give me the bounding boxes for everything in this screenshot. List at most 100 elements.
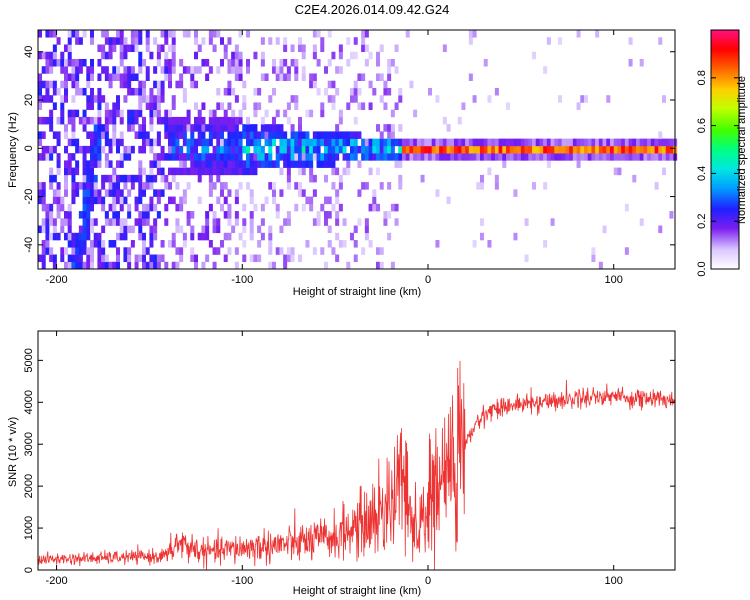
spectrogram-cell xyxy=(160,80,165,89)
spectrogram-cell xyxy=(97,116,102,125)
spectrogram-cell xyxy=(238,138,243,147)
spectrogram-cell xyxy=(123,37,128,45)
spectrogram-cell xyxy=(624,247,629,255)
spectrogram-cell xyxy=(491,153,496,161)
spectrogram-cell xyxy=(212,225,217,234)
spectrogram-cell xyxy=(290,44,295,53)
spectrogram-cell xyxy=(156,131,161,139)
spectrogram-cell xyxy=(71,58,76,67)
spectrogram-cell xyxy=(149,261,154,270)
spectrogram-cell xyxy=(227,102,232,110)
spectrogram-cell xyxy=(253,102,258,110)
spectrogram-cell xyxy=(145,37,150,45)
spectrogram-cell xyxy=(112,37,117,45)
spectrogram-cell xyxy=(264,131,269,139)
spectrogram-cell xyxy=(420,153,425,161)
spectrogram-cell xyxy=(175,153,180,161)
spectrogram-cell xyxy=(168,80,173,89)
spectrogram-cell xyxy=(90,131,95,139)
spectrogram-cell xyxy=(175,116,180,125)
spectrogram-cell xyxy=(327,145,332,154)
spectrogram-cell xyxy=(502,145,507,154)
spectrogram-cell xyxy=(75,167,80,176)
spectrogram-cell xyxy=(264,196,269,205)
spectrogram-cell xyxy=(64,87,69,96)
spectrogram-cell xyxy=(338,66,343,74)
spectrogram-cell xyxy=(123,254,128,263)
spectrogram-cell xyxy=(298,167,303,176)
spectrogram-cell xyxy=(75,73,80,81)
spectrogram-cell xyxy=(275,160,280,168)
spectrogram-cell xyxy=(90,189,95,197)
spectrogram-cell xyxy=(584,138,589,147)
spectrogram-cell xyxy=(350,153,355,161)
spectrogram-cell xyxy=(428,153,433,161)
spectrogram-cell xyxy=(67,225,72,234)
spectrogram-cell xyxy=(82,87,87,96)
spectrogram-cell xyxy=(591,247,596,255)
spectrogram-cell xyxy=(190,131,195,139)
spectrogram-cell xyxy=(138,225,143,234)
spectrogram-cell xyxy=(149,145,154,154)
spectrogram-cell xyxy=(387,211,392,219)
spectrogram-cell xyxy=(168,145,173,154)
spectrogram-cell xyxy=(75,261,80,270)
spectrogram-cell xyxy=(194,153,199,161)
spectrogram-cell xyxy=(116,218,121,226)
spectrogram-cell xyxy=(160,240,165,248)
snr-y-axis-label: SNR (10 * v/v) xyxy=(7,417,19,487)
spectrogram-cell xyxy=(90,225,95,234)
spectrogram-cell xyxy=(524,153,529,161)
spectrogram-cell xyxy=(283,153,288,161)
spectrogram-cell xyxy=(56,87,61,96)
spectrogram-cell xyxy=(153,189,158,197)
spectrogram-cell xyxy=(327,131,332,139)
spectrogram-cell xyxy=(49,66,54,74)
spectrogram-cell xyxy=(86,182,91,190)
snr-frame xyxy=(37,330,676,571)
spectrogram-cell xyxy=(116,189,121,197)
spectrogram-cell xyxy=(361,153,366,161)
spectrogram-cell xyxy=(64,182,69,190)
spectrogram-cell xyxy=(420,174,425,183)
spectrogram-cell xyxy=(56,160,61,168)
spectrogram-cell xyxy=(64,58,69,67)
spectrogram-cell xyxy=(379,261,384,270)
spectrogram-cell xyxy=(52,261,57,270)
spectrogram-cell xyxy=(260,153,265,161)
spectrogram-cell xyxy=(153,261,158,270)
spectrogram-cell xyxy=(372,196,377,205)
spectrogram-cell xyxy=(390,109,395,118)
spectrogram-cell xyxy=(38,80,43,89)
spectrogram-cell xyxy=(134,196,139,205)
spectrogram-cell xyxy=(82,232,87,241)
spectrogram-cell xyxy=(205,254,210,263)
spectrogram-cell xyxy=(49,218,54,226)
spectrogram-cell xyxy=(513,138,518,147)
spectrogram-cell xyxy=(208,240,213,248)
spectrogram-cell xyxy=(331,247,336,255)
spectrogram-cell xyxy=(364,182,369,190)
spectrogram-cell xyxy=(123,196,128,205)
spectrogram-cell xyxy=(153,203,158,212)
spectrogram-cell xyxy=(242,254,247,263)
spectrogram-cell xyxy=(67,109,72,118)
spectrogram-cell xyxy=(156,87,161,96)
spectrogram-cell xyxy=(49,167,54,176)
spectrogram-cell xyxy=(104,37,109,45)
spectrogram-cell xyxy=(86,145,91,154)
spectrogram-cell xyxy=(97,131,102,139)
spectrogram-cell xyxy=(104,153,109,161)
spectrogram-cell xyxy=(364,30,369,38)
spectrogram-cell xyxy=(249,211,254,219)
spectrogram-cell xyxy=(231,167,236,176)
spectrogram-cell xyxy=(97,153,102,161)
spectrogram-cell xyxy=(632,174,637,183)
spectrogram-cell xyxy=(338,51,343,60)
spectrogram-cell xyxy=(41,261,46,270)
spectrogram-cell xyxy=(279,145,284,154)
spectrogram-cell xyxy=(327,58,332,67)
spectrogram-cell xyxy=(312,145,317,154)
spectrogram-cell xyxy=(376,145,381,154)
spectrogram-cell xyxy=(223,145,228,154)
